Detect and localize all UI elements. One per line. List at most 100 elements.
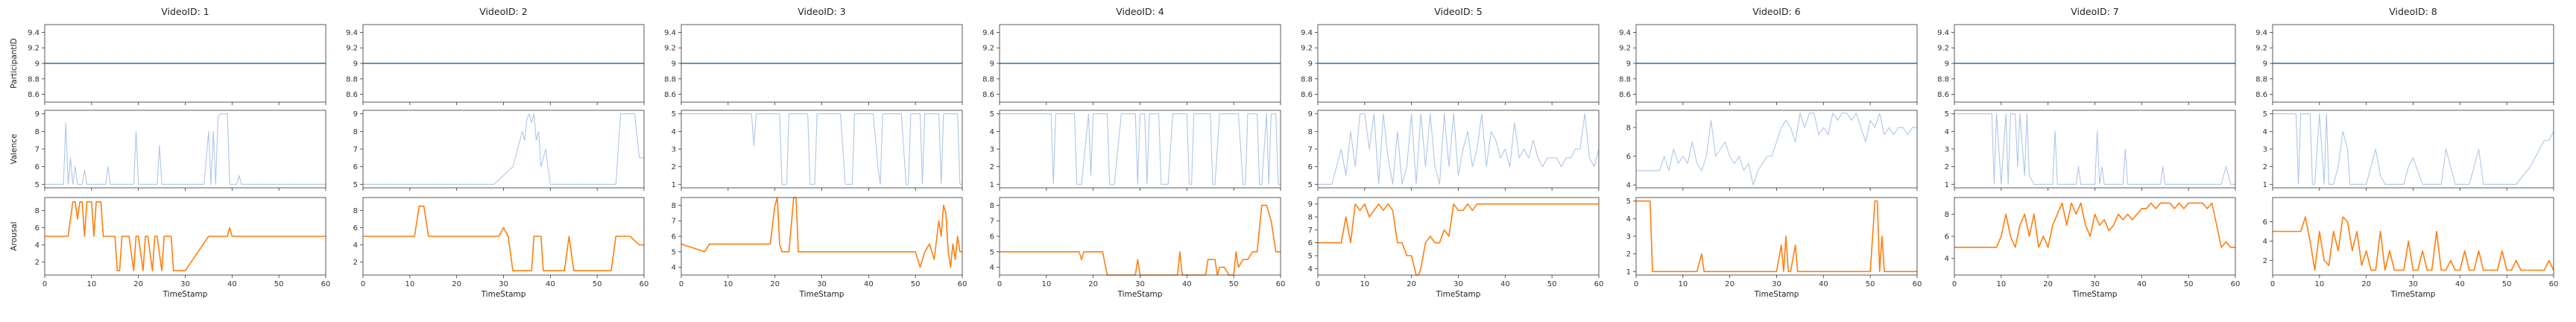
subplot-arousal: 2 4 6 8 0 10 20 30 40 50 60 Arousal	[10, 197, 330, 288]
series-line-arousal	[2273, 216, 2554, 271]
subplot-arousal: 4 5 6 7 8 9 0 10 20 30 40 50 60	[1308, 197, 1603, 288]
y-tick-label: 6	[2263, 218, 2267, 227]
y-tick-label: 8.8	[982, 75, 994, 83]
y-axis-label: Valence	[10, 133, 19, 164]
y-tick-label: 7	[35, 146, 40, 154]
x-tick-label: 10	[1678, 280, 1688, 288]
y-tick-label: 5	[990, 110, 994, 119]
y-tick-label: 5	[672, 110, 676, 119]
y-tick-label: 2	[672, 163, 676, 171]
x-axis-label: TimeStamp	[2072, 290, 2118, 299]
chart-title: VideoID: 7	[2071, 6, 2118, 17]
subplot-participantid: 8.6 8.8 9 9.2 9.4	[346, 24, 645, 105]
x-tick-label: 40	[227, 280, 237, 288]
x-tick-label: 30	[1135, 280, 1145, 288]
x-tick-label: 40	[1819, 280, 1828, 288]
y-tick-label: 7	[990, 218, 994, 226]
series-line-valence	[1000, 113, 1281, 185]
y-tick-label: 3	[2263, 146, 2267, 154]
x-tick-label: 10	[1996, 280, 2006, 288]
chart-title: VideoID: 6	[1752, 6, 1801, 17]
x-tick-label: 0	[997, 280, 1002, 288]
y-tick-label: 5	[1945, 110, 1949, 119]
x-tick-label: 10	[86, 280, 96, 288]
y-tick-label: 7	[353, 146, 358, 154]
y-tick-label: 2	[1945, 163, 1949, 171]
y-tick-label: 9.4	[664, 29, 676, 37]
chart-title: VideoID: 8	[2389, 6, 2437, 17]
y-tick-label: 9.2	[346, 45, 358, 53]
y-tick-label: 8	[1945, 211, 1949, 219]
y-tick-label: 8.8	[1301, 75, 1313, 83]
subplot-valence: 5 6 7 8 9	[1308, 110, 1600, 191]
x-tick-label: 10	[1041, 280, 1051, 288]
y-tick-label: 8	[1626, 124, 1631, 133]
y-tick-label: 9.2	[1619, 45, 1631, 53]
y-tick-label: 9.4	[982, 29, 994, 37]
y-tick-label: 4	[1945, 255, 1949, 263]
chart-column-2: VideoID: 2 8.6 8.8 9 9.2 9.4 5 6 7 8 9 2 4 6 8 0 10 20 30 4…	[346, 6, 648, 299]
y-tick-label: 9.4	[28, 29, 40, 37]
x-tick-label: 40	[2137, 280, 2147, 288]
y-tick-label: 9.4	[1301, 29, 1313, 37]
subplot-participantid: 8.6 8.8 9 9.2 9.4	[1301, 24, 1600, 105]
subplot-participantid: 8.6 8.8 9 9.2 9.4	[1619, 24, 1918, 105]
subplot-valence: 5 6 7 8 9 Valence	[10, 110, 326, 191]
y-tick-label: 9	[1308, 60, 1313, 69]
x-tick-label: 20	[1407, 280, 1416, 288]
y-tick-label: 8.6	[346, 91, 358, 99]
subplot-valence: 1 2 3 4 5	[990, 110, 1281, 191]
y-tick-label: 8.6	[2255, 91, 2267, 99]
x-tick-label: 30	[180, 280, 190, 288]
y-tick-label: 4	[1945, 128, 1949, 136]
series-line-arousal	[1318, 203, 1599, 276]
y-tick-label: 1	[672, 181, 676, 189]
y-tick-label: 8.8	[346, 75, 358, 83]
y-tick-label: 3	[990, 146, 994, 154]
x-tick-label: 0	[679, 280, 684, 288]
y-tick-label: 4	[1626, 182, 1631, 190]
subplot-arousal: 4 5 6 7 8 0 10 20 30 40 50 60	[672, 197, 967, 288]
series-line-arousal	[1636, 200, 1917, 273]
x-tick-label: 30	[2408, 280, 2418, 288]
x-tick-label: 60	[1913, 280, 1922, 288]
y-tick-label: 9.4	[1937, 29, 1949, 37]
series-line-valence	[681, 113, 962, 185]
y-tick-label: 9	[353, 110, 358, 119]
x-axis-label: TimeStamp	[1117, 290, 1163, 299]
subplot-arousal: 2 4 6 8 0 10 20 30 40 50 60	[353, 197, 648, 288]
series-line-valence	[1318, 113, 1600, 185]
series-line-valence	[2273, 113, 2554, 185]
y-tick-label: 2	[2263, 257, 2267, 265]
y-tick-label: 9	[35, 60, 40, 69]
series-line-valence	[1954, 113, 2235, 185]
chart-title: VideoID: 2	[479, 6, 527, 17]
x-tick-label: 20	[1725, 280, 1734, 288]
x-tick-label: 0	[1952, 280, 1957, 288]
x-tick-label: 50	[593, 280, 602, 288]
subplot-valence: 1 2 3 4 5	[2263, 110, 2554, 191]
y-tick-label: 5	[35, 181, 40, 189]
y-tick-label: 2	[990, 163, 994, 171]
chart-column-4: VideoID: 4 8.6 8.8 9 9.2 9.4 1 2 3 4 5 4 5 6 7 8 0 10 20 30…	[982, 6, 1285, 299]
y-tick-label: 1	[990, 181, 994, 189]
y-tick-label: 4	[353, 242, 358, 250]
x-tick-label: 50	[2184, 280, 2194, 288]
y-tick-label: 8.6	[1619, 91, 1631, 99]
y-tick-label: 5	[1308, 181, 1313, 189]
x-axis-label: TimeStamp	[1754, 290, 1799, 299]
x-tick-label: 20	[2361, 280, 2371, 288]
y-tick-label: 9.4	[346, 29, 358, 37]
x-tick-label: 30	[1453, 280, 1463, 288]
y-tick-label: 9	[1308, 201, 1313, 209]
x-tick-label: 20	[770, 280, 780, 288]
y-tick-label: 9	[990, 60, 994, 69]
y-tick-label: 4	[990, 128, 994, 136]
y-tick-label: 9	[1945, 60, 1949, 69]
chart-title: VideoID: 1	[161, 6, 209, 17]
x-tick-label: 60	[1276, 280, 1286, 288]
chart-title: VideoID: 4	[1116, 6, 1164, 17]
